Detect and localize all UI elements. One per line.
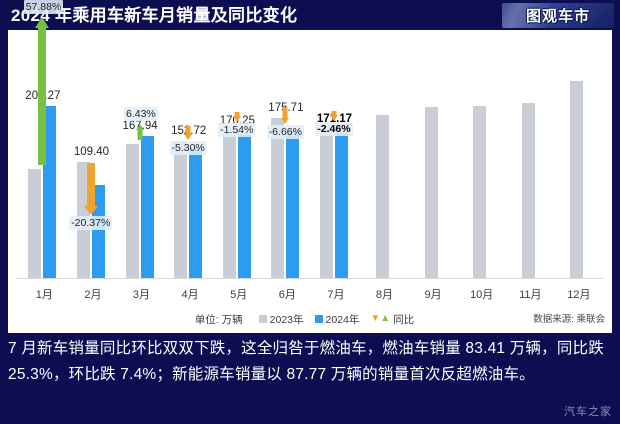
bar-2024-7月 xyxy=(334,133,348,278)
site-watermark: 汽车之家 xyxy=(564,406,612,418)
arrow-down-icon xyxy=(184,134,193,140)
legend-item-2023: 2023年 xyxy=(258,312,304,327)
arrow-shaft xyxy=(185,126,191,134)
legend-swatch-2023-icon xyxy=(258,315,267,323)
chart-panel: 202.2757.88%109.40-20.37%167.946.43%152.… xyxy=(8,0,612,333)
arrow-shaft xyxy=(282,107,288,118)
yoy-label-7月: -2.46% xyxy=(315,122,353,136)
legend-label-2023: 2023年 xyxy=(269,313,304,326)
legend-unit-label: 单位: 万辆 xyxy=(194,313,243,326)
legend-item-yoy: ▼▲ 同比 xyxy=(370,312,414,327)
yoy-label-2月: -20.37% xyxy=(69,216,113,230)
brand-logo-icon: 图观车市 xyxy=(502,3,614,28)
value-label-2月: 109.40 xyxy=(73,146,110,158)
bar-2023-11月 xyxy=(521,103,535,278)
bar-2023-7月 xyxy=(319,129,333,278)
yoy-label-3月: 6.43% xyxy=(124,107,158,121)
bar-2023-5月 xyxy=(222,131,236,278)
yoy-label-5月: -1.54% xyxy=(218,123,256,137)
arrow-up-icon xyxy=(35,17,50,28)
arrow-down-icon xyxy=(83,206,98,215)
legend-label-yoy: 同比 xyxy=(393,313,415,326)
brand-logo-label: 图观车市 xyxy=(525,7,590,25)
bar-2023-10月 xyxy=(473,106,487,278)
legend-swatch-2024-icon xyxy=(314,315,323,323)
arrow-shaft xyxy=(38,28,47,165)
yoy-label-6月: -6.66% xyxy=(266,125,304,139)
bar-2023-8月 xyxy=(376,115,389,278)
legend-item-2024: 2024年 xyxy=(314,312,360,327)
x-axis-label-4月: 4月 xyxy=(181,289,199,301)
yoy-arrow-1月 xyxy=(34,17,50,165)
data-source-label: 数据来源: 乘联会 xyxy=(533,314,605,325)
chart-legend: 单位: 万辆 2023年 2024年 ▼▲ 同比 xyxy=(8,308,612,330)
x-axis-label-12月: 12月 xyxy=(567,289,591,301)
yoy-arrow-6月 xyxy=(277,107,293,124)
arrow-shaft xyxy=(86,163,95,206)
x-axis-label-3月: 3月 xyxy=(132,289,151,301)
arrow-down-icon xyxy=(281,118,290,124)
arrow-shaft xyxy=(234,112,240,116)
yoy-arrow-7月 xyxy=(326,111,342,121)
arrow-up-icon xyxy=(135,124,144,130)
page-header: 2024 年乘用车新车月销量及同比变化 图观车市 xyxy=(0,0,620,30)
x-axis-line xyxy=(16,278,604,279)
bar-2023-12月 xyxy=(570,81,584,278)
legend-label-2024: 2024年 xyxy=(325,313,360,326)
bar-2023-6月 xyxy=(271,118,285,278)
bar-2023-1月 xyxy=(28,169,42,278)
chart-plot-area: 202.2757.88%109.40-20.37%167.946.43%152.… xyxy=(8,0,612,283)
page-title: 2024 年乘用车新车月销量及同比变化 xyxy=(11,6,298,25)
bar-2024-1月 xyxy=(43,106,57,278)
caption-text: 7 月新车销量同比环比双双下跌，这全归咎于燃油车，燃油车销量 83.41 万辆，… xyxy=(8,340,604,383)
x-axis-label-8月: 8月 xyxy=(375,289,394,301)
yoy-arrows-icon: ▼▲ xyxy=(370,313,391,324)
yoy-arrow-3月 xyxy=(132,124,148,140)
arrow-shaft xyxy=(331,111,337,115)
arrow-shaft xyxy=(137,130,142,140)
yoy-label-4月: -5.30% xyxy=(169,141,207,155)
yoy-arrow-5月 xyxy=(229,112,245,122)
x-axis-label-2月: 2月 xyxy=(84,289,102,301)
bar-2024-4月 xyxy=(189,148,203,278)
x-axis-label-5月: 5月 xyxy=(230,289,248,301)
bar-2024-5月 xyxy=(237,134,251,278)
x-axis-label-10月: 10月 xyxy=(470,289,494,301)
bar-2024-6月 xyxy=(286,129,300,278)
bar-2023-4月 xyxy=(174,141,188,278)
yoy-label-1月: 57.88% xyxy=(23,0,64,14)
arrow-down-icon xyxy=(329,115,338,121)
yoy-arrow-2月 xyxy=(83,163,99,215)
x-axis-label-7月: 7月 xyxy=(327,289,345,301)
x-axis-label-11月: 11月 xyxy=(519,289,542,301)
x-axis-label-9月: 9月 xyxy=(424,289,442,301)
bar-2024-3月 xyxy=(140,136,154,278)
bar-2023-9月 xyxy=(424,107,438,278)
x-axis-label-6月: 6月 xyxy=(278,289,296,301)
arrow-down-icon xyxy=(232,116,241,122)
bar-2023-3月 xyxy=(125,144,139,278)
yoy-arrow-4月 xyxy=(180,126,196,140)
x-axis-label-1月: 1月 xyxy=(35,289,53,301)
